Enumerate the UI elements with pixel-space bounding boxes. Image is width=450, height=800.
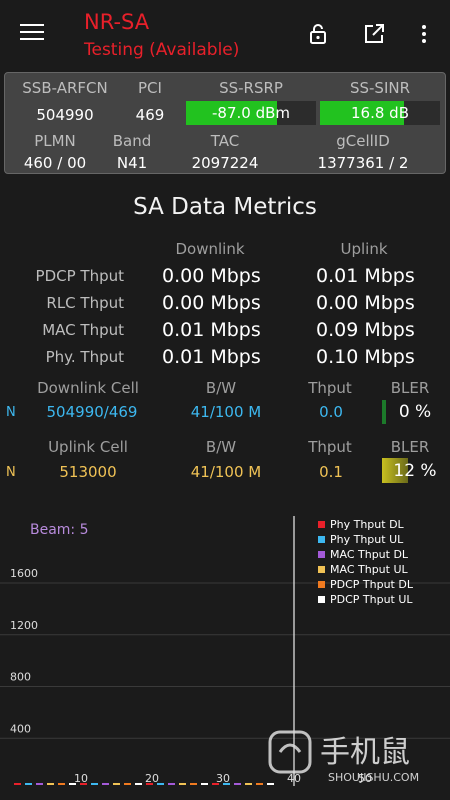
uplink-header: Uplink	[340, 240, 388, 258]
plmn-label: PLMN	[34, 132, 76, 150]
legend-label: Phy Thput UL	[330, 533, 404, 546]
phy-thput-dl: 0.01 Mbps	[162, 346, 261, 368]
legend-swatch	[318, 536, 325, 543]
ul-bler-bar	[382, 458, 408, 483]
metrics-title: SA Data Metrics	[133, 194, 317, 220]
y-tick-label: 400	[10, 722, 31, 735]
unlock-icon[interactable]	[306, 22, 330, 46]
watermark-cn: 手机鼠	[320, 735, 410, 770]
ul-cell-tag: N	[6, 465, 16, 480]
chart-legend: Phy Thput DL Phy Thput UL MAC Thput DL MAC …	[318, 518, 414, 606]
ss-rsrp-value: -87.0 dBm	[211, 104, 290, 122]
legend-swatch	[318, 596, 325, 603]
watermark-logo-icon	[268, 730, 312, 774]
dl-cell-value: 504990/469	[46, 403, 138, 421]
legend-label: MAC Thput DL	[330, 548, 409, 561]
dl-thput-value: 0.0	[319, 403, 343, 421]
site-watermark: 手机鼠 SHOUJISHU.COM	[268, 730, 419, 784]
phy-thput-ul: 0.10 Mbps	[316, 346, 415, 368]
chart-y-ticks: 400 800 1200 1600	[10, 567, 38, 735]
pdcp-thput-ul: 0.01 Mbps	[316, 265, 415, 287]
downlink-header: Downlink	[175, 240, 245, 258]
chart-grid	[0, 582, 450, 739]
ss-rsrp-bar-fill	[186, 101, 277, 125]
ul-bw-header: B/W	[205, 438, 237, 456]
ss-sinr-label: SS-SINR	[349, 79, 411, 97]
pdcp-thput-label: PDCP Thput	[35, 267, 124, 285]
ssb-arfcn-label: SSB-ARFCN	[22, 79, 108, 97]
mac-thput-dl: 0.01 Mbps	[162, 319, 261, 341]
band-value: N41	[116, 154, 148, 172]
ss-rsrp-bar: -87.0 dBm	[186, 101, 316, 125]
dl-bler-header: BLER	[390, 379, 430, 397]
phy-thput-label: Phy. Thput	[45, 348, 124, 366]
app-title: NR-SA	[84, 10, 150, 34]
mac-thput-label: MAC Thput	[42, 321, 124, 339]
dl-bw-header: B/W	[205, 379, 237, 397]
legend-swatch	[318, 521, 325, 528]
ul-thput-header: Thput	[308, 438, 352, 456]
app-status: Testing (Available)	[84, 40, 240, 60]
ul-cell-value: 513000	[59, 463, 117, 481]
legend-swatch	[318, 581, 325, 588]
legend-label: Phy Thput DL	[330, 518, 405, 531]
rlc-thput-label: RLC Thput	[46, 294, 124, 312]
uplink-cell-header: Uplink Cell	[48, 438, 128, 456]
more-vert-icon[interactable]	[412, 22, 436, 46]
ss-sinr-value: 16.8 dB	[351, 104, 409, 122]
gcellid-value: 1377361 / 2	[317, 154, 409, 172]
dl-thput-header: Thput	[308, 379, 352, 397]
gcellid-label: gCellID	[336, 132, 390, 150]
ss-sinr-bar-fill	[320, 101, 404, 125]
chart-title: Beam: 5	[30, 522, 89, 538]
x-tick-label: 20	[145, 772, 159, 785]
ssb-arfcn-value: 504990	[36, 106, 94, 124]
ss-sinr-bar: 16.8 dB	[320, 101, 440, 125]
y-tick-label: 1200	[10, 619, 38, 632]
dl-bw-value: 41/100 M	[190, 403, 262, 421]
tac-value: 2097224	[191, 154, 259, 172]
ul-bler-value: 12 %	[393, 461, 437, 481]
x-tick-label: 30	[216, 772, 230, 785]
y-tick-label: 1600	[10, 567, 38, 580]
legend-label: PDCP Thput UL	[330, 593, 413, 606]
pci-value: 469	[135, 106, 165, 124]
downlink-cell-header: Downlink Cell	[37, 379, 139, 397]
watermark-en: SHOUJISHU.COM	[328, 771, 419, 784]
ul-bw-value: 41/100 M	[190, 463, 262, 481]
pdcp-thput-dl: 0.00 Mbps	[162, 265, 261, 287]
open-external-icon[interactable]	[362, 22, 386, 46]
rlc-thput-dl: 0.00 Mbps	[162, 292, 261, 314]
legend-swatch	[318, 566, 325, 573]
pci-label: PCI	[138, 79, 162, 97]
rlc-thput-ul: 0.00 Mbps	[316, 292, 415, 314]
dl-bler-bar	[382, 400, 386, 424]
y-tick-label: 800	[10, 671, 31, 684]
plmn-value: 460 / 00	[23, 154, 87, 172]
tac-label: TAC	[210, 132, 240, 150]
app-bar: NR-SA Testing (Available)	[0, 0, 450, 70]
dl-bler-value: 0 %	[398, 402, 432, 422]
dl-cell-tag: N	[6, 405, 16, 420]
chart-markers	[14, 516, 295, 786]
ul-thput-value: 0.1	[319, 463, 343, 481]
ul-bler-header: BLER	[390, 438, 430, 456]
band-label: Band	[112, 132, 152, 150]
legend-label: MAC Thput UL	[330, 563, 409, 576]
legend-swatch	[318, 551, 325, 558]
ss-rsrp-label: SS-RSRP	[219, 79, 283, 97]
x-tick-label: 10	[74, 772, 88, 785]
x-tick-label: 50	[358, 772, 372, 785]
legend-label: PDCP Thput DL	[330, 578, 414, 591]
menu-icon[interactable]	[20, 24, 44, 44]
mac-thput-ul: 0.09 Mbps	[316, 319, 415, 341]
